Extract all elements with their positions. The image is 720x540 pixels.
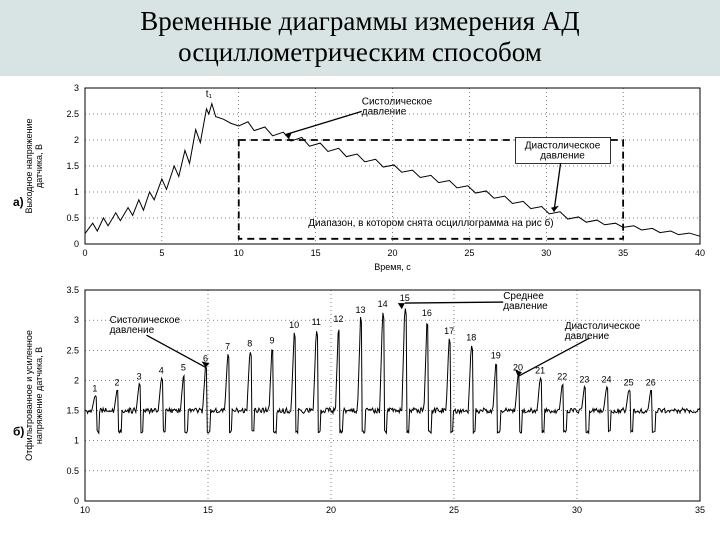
svg-text:13: 13 bbox=[356, 305, 366, 315]
svg-text:0: 0 bbox=[82, 248, 87, 258]
svg-text:10: 10 bbox=[80, 505, 90, 515]
svg-text:25: 25 bbox=[449, 505, 459, 515]
svg-text:10: 10 bbox=[234, 248, 244, 258]
svg-text:16: 16 bbox=[422, 308, 432, 318]
svg-text:18: 18 bbox=[466, 332, 476, 342]
svg-text:7: 7 bbox=[225, 341, 230, 351]
svg-text:30: 30 bbox=[572, 505, 582, 515]
svg-text:0.5: 0.5 bbox=[66, 466, 79, 476]
svg-text:Выходное напряжениедатчика, В: Выходное напряжениедатчика, В bbox=[24, 119, 44, 214]
svg-text:5: 5 bbox=[159, 248, 164, 258]
svg-text:8: 8 bbox=[247, 338, 252, 348]
page-title: Временные диаграммы измерения АД осцилло… bbox=[0, 0, 720, 76]
svg-text:2: 2 bbox=[74, 135, 79, 145]
svg-text:Диастолическоедавление: Диастолическоедавление bbox=[565, 321, 641, 342]
svg-text:35: 35 bbox=[618, 248, 628, 258]
svg-text:Среднеедавление: Среднеедавление bbox=[503, 291, 548, 312]
svg-text:t₁: t₁ bbox=[206, 89, 213, 100]
svg-text:1.5: 1.5 bbox=[66, 406, 79, 416]
svg-text:14: 14 bbox=[378, 299, 388, 309]
svg-text:б): б) bbox=[13, 425, 24, 439]
svg-text:1: 1 bbox=[74, 436, 79, 446]
panel-b-svg: 10152025303500.511.522.533.5123456789101… bbox=[0, 276, 720, 526]
svg-text:2.5: 2.5 bbox=[66, 345, 79, 355]
svg-text:26: 26 bbox=[646, 378, 656, 388]
svg-text:30: 30 bbox=[541, 248, 551, 258]
svg-text:3: 3 bbox=[74, 315, 79, 325]
svg-text:6: 6 bbox=[203, 353, 208, 363]
svg-text:Отфильтрованное и усиленноенап: Отфильтрованное и усиленноенапряжение да… bbox=[24, 330, 44, 461]
svg-text:4: 4 bbox=[159, 366, 164, 376]
svg-text:3: 3 bbox=[74, 83, 79, 93]
svg-text:40: 40 bbox=[695, 248, 705, 258]
svg-text:2: 2 bbox=[114, 378, 119, 388]
svg-text:2: 2 bbox=[74, 376, 79, 386]
svg-text:20: 20 bbox=[387, 248, 397, 258]
svg-text:17: 17 bbox=[444, 326, 454, 336]
svg-text:Время, с: Время, с bbox=[374, 262, 411, 272]
svg-text:2.5: 2.5 bbox=[66, 109, 79, 119]
svg-text:23: 23 bbox=[579, 375, 589, 385]
svg-text:0.5: 0.5 bbox=[66, 213, 79, 223]
svg-text:10: 10 bbox=[289, 320, 299, 330]
svg-text:12: 12 bbox=[333, 314, 343, 324]
svg-text:Систолическоедавление: Систолическоедавление bbox=[362, 97, 433, 118]
svg-text:15: 15 bbox=[400, 293, 410, 303]
svg-text:5: 5 bbox=[181, 362, 186, 372]
svg-text:3: 3 bbox=[137, 372, 142, 382]
svg-text:20: 20 bbox=[326, 505, 336, 515]
svg-text:1: 1 bbox=[74, 187, 79, 197]
svg-text:0: 0 bbox=[74, 496, 79, 506]
svg-text:35: 35 bbox=[695, 505, 705, 515]
chart-panels: 051015202530354000.511.522.53t₁Систоличе… bbox=[0, 76, 720, 526]
svg-text:24: 24 bbox=[602, 375, 612, 385]
svg-text:11: 11 bbox=[312, 317, 321, 327]
svg-text:15: 15 bbox=[311, 248, 321, 258]
svg-text:9: 9 bbox=[269, 335, 274, 345]
panel-a-svg: 0 5 10 15 20 25 30 35 40 0 0.5 1 1.5 2 2.5 3 t₁ Систоличе… bbox=[0, 76, 720, 276]
svg-text:15: 15 bbox=[203, 505, 213, 515]
svg-text:Систолическоедавление: Систолическоедавление bbox=[110, 315, 181, 336]
svg-text:3.5: 3.5 bbox=[66, 285, 79, 295]
svg-text:25: 25 bbox=[624, 378, 634, 388]
svg-text:19: 19 bbox=[491, 350, 501, 360]
svg-text:0: 0 bbox=[74, 239, 79, 249]
svg-text:25: 25 bbox=[464, 248, 474, 258]
svg-text:Диапазон, в котором снята осци: Диапазон, в котором снята осциллограмма … bbox=[308, 217, 553, 229]
svg-text:1: 1 bbox=[92, 384, 97, 394]
svg-text:22: 22 bbox=[557, 372, 567, 382]
svg-text:1.5: 1.5 bbox=[66, 161, 79, 171]
svg-text:а): а) bbox=[13, 195, 24, 209]
title-line-2: осциллометрическим способом bbox=[178, 37, 542, 67]
title-line-1: Временные диаграммы измерения АД bbox=[140, 6, 579, 36]
